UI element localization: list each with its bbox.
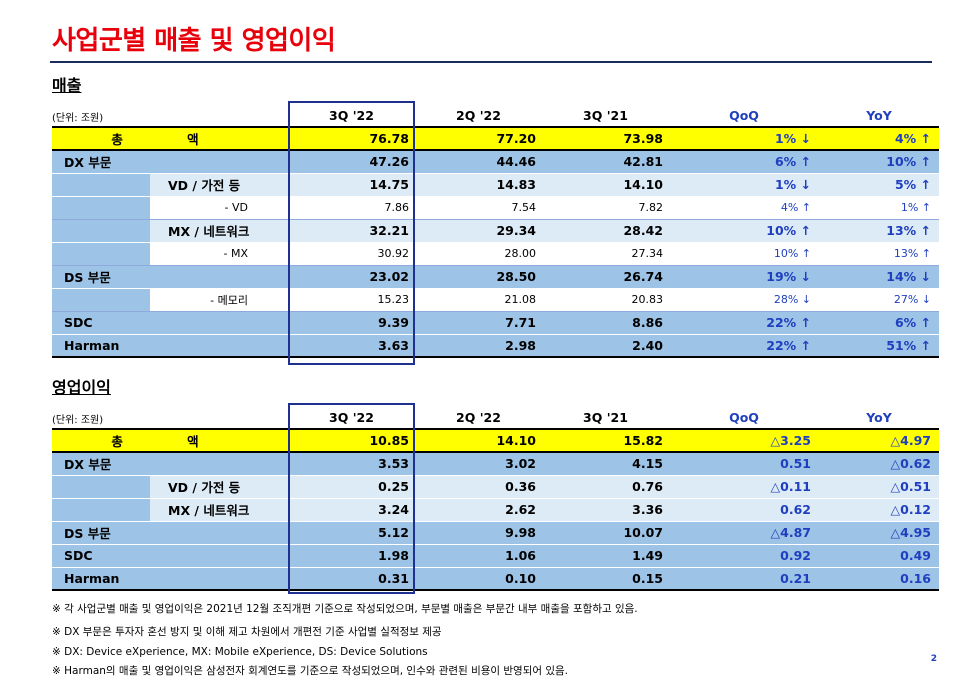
op-header-yoy: YoY (866, 409, 892, 425)
table-row: - VD 7.86 7.54 7.82 4% ↑ 1% ↑ (52, 196, 939, 220)
sales-unit-label: (단위: 조원) (52, 113, 104, 124)
page-number: 2 (930, 654, 937, 664)
op-section-title: 영업이익 (52, 378, 111, 397)
table-row: Harman 0.31 0.10 0.15 0.21 0.16 (52, 567, 939, 591)
footnote-4: ※ Harman의 매출 및 영업이익은 삼성전자 회계연도를 기준으로 작성되… (52, 665, 569, 677)
table-row: 총 액 10.85 14.10 15.82 △3.25 △4.97 (52, 428, 939, 453)
table-row: 총 액 76.78 77.20 73.98 1% ↓ 4% ↑ (52, 126, 939, 151)
table-row: SDC 9.39 7.71 8.86 22% ↑ 6% ↑ (52, 311, 939, 335)
footnote-3: ※ DX: Device eXperience, MX: Mobile eXpe… (52, 646, 428, 658)
op-table: 3Q '22 2Q '22 3Q '21 QoQ YoY 총 액 10.85 1… (52, 406, 939, 591)
sales-header-yoy: YoY (866, 107, 892, 123)
title-divider (50, 61, 932, 63)
table-row: - 메모리 15.23 21.08 20.83 28% ↓ 27% ↓ (52, 288, 939, 312)
footnote-1: ※ 각 사업군별 매출 및 영업이익은 2021년 12월 조직개편 기준으로 … (52, 603, 638, 615)
table-row: DX 부문 3.53 3.02 4.15 0.51 △0.62 (52, 452, 939, 476)
table-row: MX / 네트워크 3.24 2.62 3.36 0.62 △0.12 (52, 498, 939, 522)
table-row: Harman 3.63 2.98 2.40 22% ↑ 51% ↑ (52, 334, 939, 358)
sales-header-3q22: 3Q '22 (329, 107, 374, 123)
sales-header-2q22: 2Q '22 (456, 107, 501, 123)
op-header-2q22: 2Q '22 (456, 409, 501, 425)
sales-header-qoq: QoQ (729, 107, 759, 123)
table-row: DX 부문 47.26 44.46 42.81 6% ↑ 10% ↑ (52, 150, 939, 174)
table-row: MX / 네트워크 32.21 29.34 28.42 10% ↑ 13% ↑ (52, 219, 939, 243)
table-row: SDC 1.98 1.06 1.49 0.92 0.49 (52, 544, 939, 568)
op-header-row: 3Q '22 2Q '22 3Q '21 QoQ YoY (52, 406, 939, 429)
sales-section-title: 매출 (52, 76, 82, 95)
table-row: VD / 가전 등 0.25 0.36 0.76 △0.11 △0.51 (52, 475, 939, 499)
table-row: DS 부문 23.02 28.50 26.74 19% ↓ 14% ↓ (52, 265, 939, 289)
op-header-3q21: 3Q '21 (583, 409, 628, 425)
sales-table: 3Q '22 2Q '22 3Q '21 QoQ YoY 총 액 76.78 7… (52, 104, 939, 358)
sales-header-3q21: 3Q '21 (583, 107, 628, 123)
footnote-2: ※ DX 부문은 투자자 혼선 방지 및 이해 제고 차원에서 개편전 기준 사… (52, 626, 442, 638)
op-header-qoq: QoQ (729, 409, 759, 425)
table-row: VD / 가전 등 14.75 14.83 14.10 1% ↓ 5% ↑ (52, 173, 939, 197)
op-header-3q22: 3Q '22 (329, 409, 374, 425)
sales-header-row: 3Q '22 2Q '22 3Q '21 QoQ YoY (52, 104, 939, 127)
table-row: DS 부문 5.12 9.98 10.07 △4.87 △4.95 (52, 521, 939, 545)
op-unit-label: (단위: 조원) (52, 415, 104, 426)
page-title: 사업군별 매출 및 영업이익 (52, 26, 336, 56)
table-row: - MX 30.92 28.00 27.34 10% ↑ 13% ↑ (52, 242, 939, 266)
